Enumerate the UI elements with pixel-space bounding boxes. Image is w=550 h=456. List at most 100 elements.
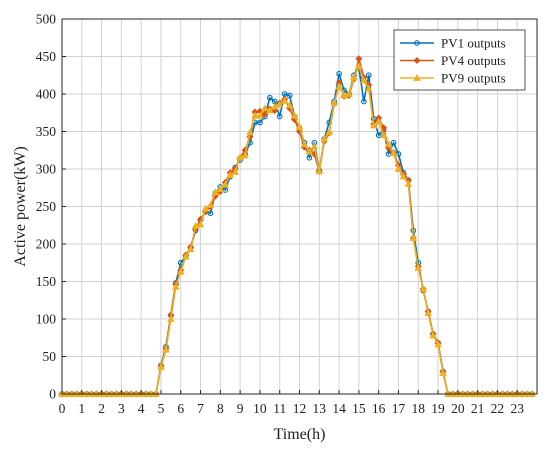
x-tick-label: 15 (352, 401, 366, 416)
data-point (257, 119, 263, 126)
y-tick-label: 100 (36, 312, 57, 327)
x-tick-label: 1 (78, 401, 85, 416)
legend-item: PV1 outputs (400, 36, 506, 51)
data-point (246, 128, 254, 136)
x-tick-label: 17 (392, 401, 406, 416)
x-axis-title: Time(h) (274, 426, 326, 443)
series-1 (59, 64, 535, 397)
data-point (434, 340, 442, 348)
data-point (231, 167, 240, 175)
data-point (335, 82, 343, 90)
legend-item: PV9 outputs (400, 71, 506, 86)
data-point (285, 101, 294, 109)
x-tick-label: 4 (138, 401, 145, 416)
x-tick-label: 5 (158, 401, 165, 416)
data-point (251, 111, 259, 119)
data-point (221, 180, 230, 188)
x-tick-label: 10 (253, 401, 267, 416)
data-point (181, 252, 190, 260)
data-point (315, 167, 324, 175)
data-point (439, 368, 447, 376)
data-point (336, 70, 342, 77)
data-point (290, 111, 299, 119)
data-point (241, 151, 249, 159)
x-tick-label: 16 (372, 401, 386, 416)
legend-label: PV9 outputs (441, 71, 506, 86)
legend-marker (414, 40, 420, 46)
data-point (265, 106, 274, 114)
x-tick-label: 11 (273, 401, 286, 416)
x-tick-label: 13 (313, 401, 327, 416)
data-point (355, 62, 363, 70)
series-layer (58, 55, 536, 398)
y-tick-label: 500 (36, 12, 57, 27)
y-tick-label: 200 (36, 237, 57, 252)
x-tick-label: 3 (118, 401, 125, 416)
series-3 (58, 62, 536, 397)
data-point (306, 154, 313, 161)
x-tick-label: 19 (431, 401, 445, 416)
data-point (280, 96, 289, 104)
x-tick-label: 2 (98, 401, 105, 416)
data-point (300, 140, 309, 148)
data-point (380, 124, 388, 132)
x-tick-label: 0 (59, 401, 66, 416)
data-point (394, 164, 403, 172)
legend-label: PV4 outputs (441, 53, 506, 68)
data-point (216, 185, 225, 193)
data-point (399, 172, 408, 180)
data-point (375, 132, 382, 139)
data-point (295, 122, 304, 130)
y-tick-label: 150 (36, 274, 57, 289)
data-point (176, 267, 185, 275)
data-point (196, 220, 205, 228)
grid (62, 19, 537, 394)
data-point (261, 104, 269, 112)
y-tick-label: 0 (49, 387, 56, 402)
data-point (310, 142, 319, 150)
data-point (379, 131, 388, 139)
data-point (350, 73, 358, 81)
x-tick-label: 12 (293, 401, 307, 416)
y-tick-label: 250 (36, 199, 57, 214)
data-point (424, 308, 432, 316)
legend-item: PV4 outputs (400, 53, 506, 68)
data-point (384, 140, 393, 148)
legend-marker (413, 56, 421, 65)
legend-marker (413, 73, 421, 81)
data-point (330, 98, 338, 106)
axis-ticks: 0 1 2 3 4 5 6 7 8 9 10 11 12 13 14 15 16 17 18 19 20 21 22 2305… (36, 12, 524, 417)
data-point (256, 111, 264, 119)
data-point (389, 149, 398, 157)
x-tick-label: 18 (412, 401, 426, 416)
x-tick-label: 14 (332, 401, 346, 416)
x-tick-label: 7 (197, 401, 204, 416)
data-point (359, 76, 368, 84)
data-point (275, 100, 284, 108)
data-point (365, 72, 372, 79)
data-point (206, 200, 215, 208)
x-tick-label: 20 (451, 401, 465, 416)
data-point (419, 284, 428, 292)
data-point (325, 128, 334, 136)
x-tick-label: 21 (471, 401, 485, 416)
data-point (276, 113, 283, 120)
series-line (62, 57, 533, 395)
y-tick-label: 400 (36, 87, 57, 102)
data-point (345, 89, 353, 97)
data-point (414, 263, 423, 271)
data-point (286, 92, 293, 99)
legend-label: PV1 outputs (441, 36, 506, 51)
data-point (266, 94, 273, 101)
data-point (369, 121, 378, 129)
data-point (374, 117, 383, 125)
data-point (207, 210, 214, 217)
x-tick-label: 23 (510, 401, 524, 416)
data-point (171, 282, 180, 290)
data-point (390, 139, 397, 146)
x-tick-label: 6 (177, 401, 184, 416)
data-point (157, 362, 165, 370)
y-tick-label: 350 (36, 124, 57, 139)
